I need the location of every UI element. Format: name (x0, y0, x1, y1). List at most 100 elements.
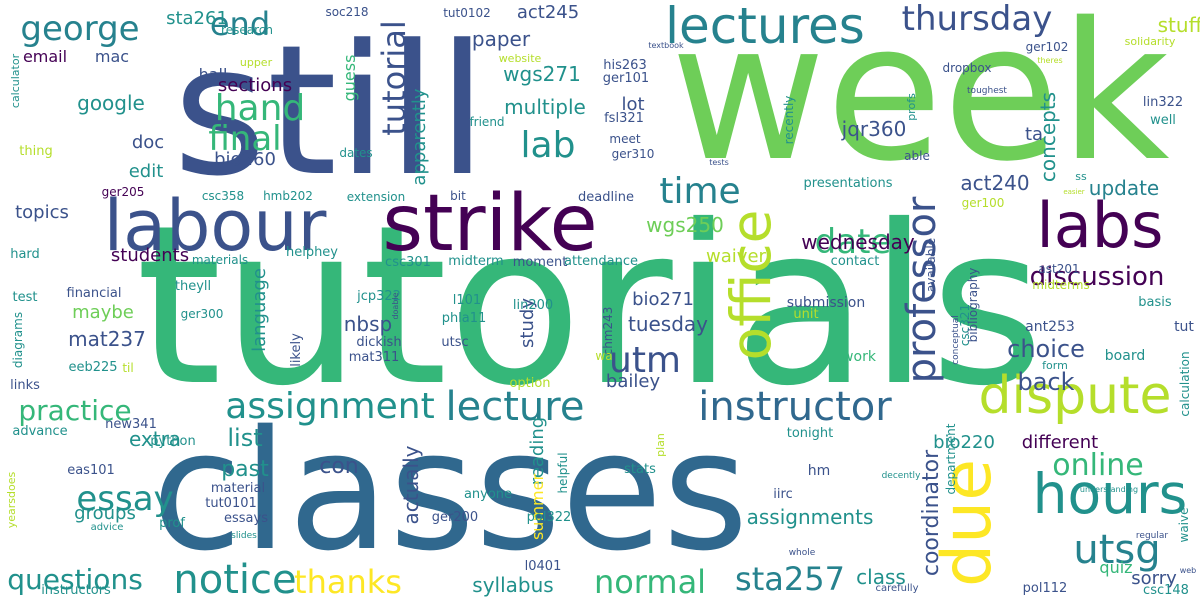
word-advance: advance (12, 424, 67, 439)
word-wa: wa (595, 349, 612, 363)
word-tutorials: tutorials (136, 178, 1045, 434)
word-george: george (20, 9, 139, 49)
word-friend: friend (469, 115, 504, 129)
word-ger310: ger310 (612, 147, 655, 161)
word-office: office (719, 210, 783, 361)
word-dates: dates (339, 146, 372, 160)
word-links: links (10, 378, 40, 393)
word-class: class (856, 565, 906, 589)
word-python: python (150, 434, 195, 449)
word-ger100: ger100 (962, 196, 1005, 210)
word-nbsp: nbsp (344, 312, 393, 336)
word-tut0102: tut0102 (443, 6, 491, 20)
word-test: test (13, 290, 38, 305)
word-wgs250: wgs250 (646, 213, 724, 237)
word-week: week (670, 0, 1169, 203)
word-jqr360: jqr360 (841, 117, 907, 141)
word-discussion: discussion (1030, 262, 1165, 292)
word-online: online (1052, 448, 1144, 483)
word-update: update (1089, 176, 1159, 200)
word-iirc: iirc (773, 487, 792, 502)
word-option: option (509, 376, 550, 391)
word-multiple: multiple (504, 95, 586, 119)
word-practice: practice (18, 394, 131, 427)
word-act245: act245 (517, 2, 579, 23)
word-midterms: midterms (1032, 278, 1089, 292)
word-website: website (499, 52, 542, 65)
word-bailey: bailey (606, 371, 661, 392)
word-bio220: bio220 (933, 432, 995, 453)
word-choice: choice (1007, 335, 1085, 363)
word-ger101: ger101 (603, 71, 649, 86)
word-board: board (1105, 348, 1145, 364)
word-study: study (517, 298, 538, 348)
word-soc218: soc218 (325, 5, 368, 19)
word-tests: tests (709, 158, 729, 167)
word-wednesday: wednesday (801, 230, 915, 254)
word-upper: upper (240, 56, 273, 69)
word-hard: hard (10, 247, 40, 262)
word-eas101: eas101 (67, 463, 115, 478)
word-web: web (1180, 566, 1197, 575)
word-helphey: helphey (286, 245, 338, 260)
word-instructors: instructors (41, 583, 111, 598)
word-csc358: csc358 (202, 189, 244, 203)
word-summer: summer (528, 474, 547, 540)
word-ger102: ger102 (1026, 40, 1069, 54)
word-thing: thing (19, 144, 52, 159)
word-presentations: presentations (803, 176, 892, 191)
word-yearsdoes: yearsdoes (5, 471, 18, 528)
word-meet: meet (609, 132, 640, 146)
word-utm: utm (609, 340, 681, 381)
word-bio271: bio271 (632, 289, 694, 310)
word-prof: prof (159, 516, 185, 531)
word-end: end (210, 5, 270, 43)
word-maybe: maybe (72, 302, 134, 323)
word-thanks: thanks (294, 563, 402, 600)
word-likely: likely (289, 333, 304, 367)
word-anyone: anyone (464, 487, 512, 502)
word-date: date (815, 222, 892, 262)
word-calculation: calculation (1178, 351, 1192, 416)
word-reading: reading (527, 417, 548, 485)
word-jcp322: jcp322 (356, 289, 401, 304)
word-waive: waive (1177, 508, 1191, 543)
word-ger200: ger200 (432, 510, 478, 525)
word-form: form (1042, 359, 1068, 372)
word-mat237: mat237 (68, 327, 146, 351)
word-con: con (319, 454, 359, 479)
word-past: past (221, 457, 269, 482)
word-recently: recently (782, 96, 796, 145)
word-essays: essays (224, 511, 268, 526)
word-l0401: l0401 (525, 559, 562, 574)
word-still: still (173, 7, 487, 216)
word-doc: doc (132, 132, 164, 153)
word-conceptual: conceptual (951, 315, 961, 365)
word-labs: labs (1037, 189, 1164, 262)
word-available: available (924, 238, 938, 292)
word-instructor: instructor (698, 384, 892, 430)
word-dispute: dispute (979, 366, 1172, 426)
word-tuesday: tuesday (628, 312, 708, 336)
word-pol322: pol322 (527, 510, 572, 525)
word-ta: ta (1025, 124, 1043, 145)
word-ss: ss (1075, 170, 1087, 183)
word-understanding: understanding (1080, 485, 1138, 494)
word-theres: theres (1037, 56, 1062, 65)
word-l101: l101 (453, 293, 481, 308)
word-sta257: sta257 (735, 560, 845, 598)
word-plan: plan (654, 433, 667, 457)
word-midterm: midterm (448, 254, 503, 269)
word-tonight: tonight (787, 426, 834, 441)
word-solidarity: solidarity (1125, 35, 1176, 48)
word-his263: his263 (603, 58, 646, 73)
word-hall: hall (199, 65, 228, 84)
word-department: department (944, 423, 958, 494)
word-carefully: carefully (875, 583, 918, 594)
word-csc148: csc148 (1143, 583, 1189, 598)
word-concepts: concepts (1036, 92, 1060, 182)
word-lin322: lin322 (1143, 95, 1183, 110)
word-lab: lab (521, 125, 576, 166)
